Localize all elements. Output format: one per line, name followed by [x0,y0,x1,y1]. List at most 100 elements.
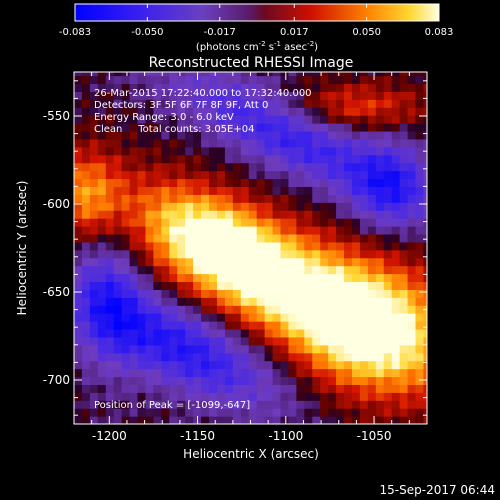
heatmap-cell [185,99,194,108]
heatmap-cell [177,408,186,417]
heatmap-cell [89,115,99,124]
heatmap-cell [224,130,234,140]
heatmap-cell [264,297,274,306]
heatmap-cell [280,162,290,172]
heatmap-cell [407,336,417,346]
heatmap-cell [81,400,91,409]
heatmap-cell [264,146,274,156]
heatmap-cell [145,321,155,330]
heatmap-cell [320,162,329,172]
heatmap-cell [216,392,226,401]
heatmap-cell [256,146,266,156]
heatmap-cell [359,218,369,227]
heatmap-cell [415,218,425,227]
heatmap-cell [193,305,202,314]
heatmap-cell [288,265,297,275]
heatmap-cell [177,115,186,124]
heatmap-cell [415,384,425,393]
heatmap-cell [161,360,170,370]
heatmap-cell [272,226,282,235]
heatmap-cell [407,170,417,180]
heatmap-cell [153,186,162,195]
heatmap-cell [193,344,202,354]
heatmap-cell [328,91,337,100]
heatmap-cell [97,162,107,172]
heatmap-cell [264,162,274,172]
heatmap-cell [288,352,297,362]
heatmap-cell [248,281,258,290]
heatmap-cell [320,233,329,243]
heatmap-cell [161,289,170,298]
heatmap-cell [272,400,282,409]
heatmap-cell [359,138,369,148]
heatmap-cell [288,249,297,259]
heatmap-cell [328,328,337,338]
heatmap-cell [193,154,202,164]
heatmap-cell [280,336,290,346]
heatmap-cell [383,241,393,251]
heatmap-cell [296,233,305,243]
heatmap-cell [415,297,425,306]
heatmap-cell [137,162,147,172]
heatmap-cell [415,313,425,322]
heatmap-cell [351,170,361,180]
heatmap-cell [256,99,266,108]
heatmap-cell [367,408,377,417]
heatmap-cell [129,257,139,267]
heatmap-cell [415,123,425,132]
heatmap-cell [240,321,250,330]
heatmap-cell [81,352,91,362]
heatmap-cell [312,352,321,362]
heatmap-cell [201,91,210,100]
heatmap-cell [375,305,385,314]
heatmap-cell [201,210,210,219]
heatmap-cell [121,210,131,219]
heatmap-cell [81,115,91,124]
heatmap-cell [209,360,218,370]
heatmap-cell [153,178,162,187]
heatmap-cell [216,297,226,306]
heatmap-cell [399,210,409,219]
heatmap-cell [137,352,147,362]
heatmap-cell [169,72,178,77]
heatmap-cell [336,249,345,259]
heatmap-cell [209,352,218,362]
heatmap-cell [344,241,353,251]
heatmap-cell [248,138,258,148]
heatmap-cell [407,249,417,259]
heatmap-cell [320,249,329,259]
heatmap-cell [105,146,115,156]
heatmap-cell [137,281,147,290]
heatmap-cell [209,186,218,195]
heatmap-cell [74,233,83,243]
heatmap-cell [161,146,170,156]
heatmap-cell [304,178,313,187]
heatmap-cell [391,226,401,235]
heatmap-cell [209,257,218,267]
heatmap-cell [224,75,234,85]
heatmap-cell [201,257,210,267]
heatmap-cell [296,297,305,306]
heatmap-cell [224,170,234,180]
heatmap-cell [272,154,282,164]
heatmap-cell [240,138,250,148]
heatmap-cell [153,107,162,116]
heatmap-cell [407,218,417,227]
heatmap-cell [185,360,194,370]
heatmap-cell [113,138,123,148]
heatmap-cell [177,352,186,362]
heatmap-cell [304,233,313,243]
heatmap-cell [304,416,313,424]
heatmap-cell [209,107,218,116]
heatmap-cell [216,123,226,132]
heatmap-cell [209,416,218,424]
heatmap-cell [185,416,194,424]
heatmap-cell [121,273,131,283]
heatmap-cell [193,408,202,417]
heatmap-cell [74,72,83,77]
heatmap-cell [201,408,210,417]
heatmap-cell [97,249,107,259]
heatmap-cell [272,194,282,203]
heatmap-cell [383,91,393,100]
heatmap-cell [407,178,417,187]
